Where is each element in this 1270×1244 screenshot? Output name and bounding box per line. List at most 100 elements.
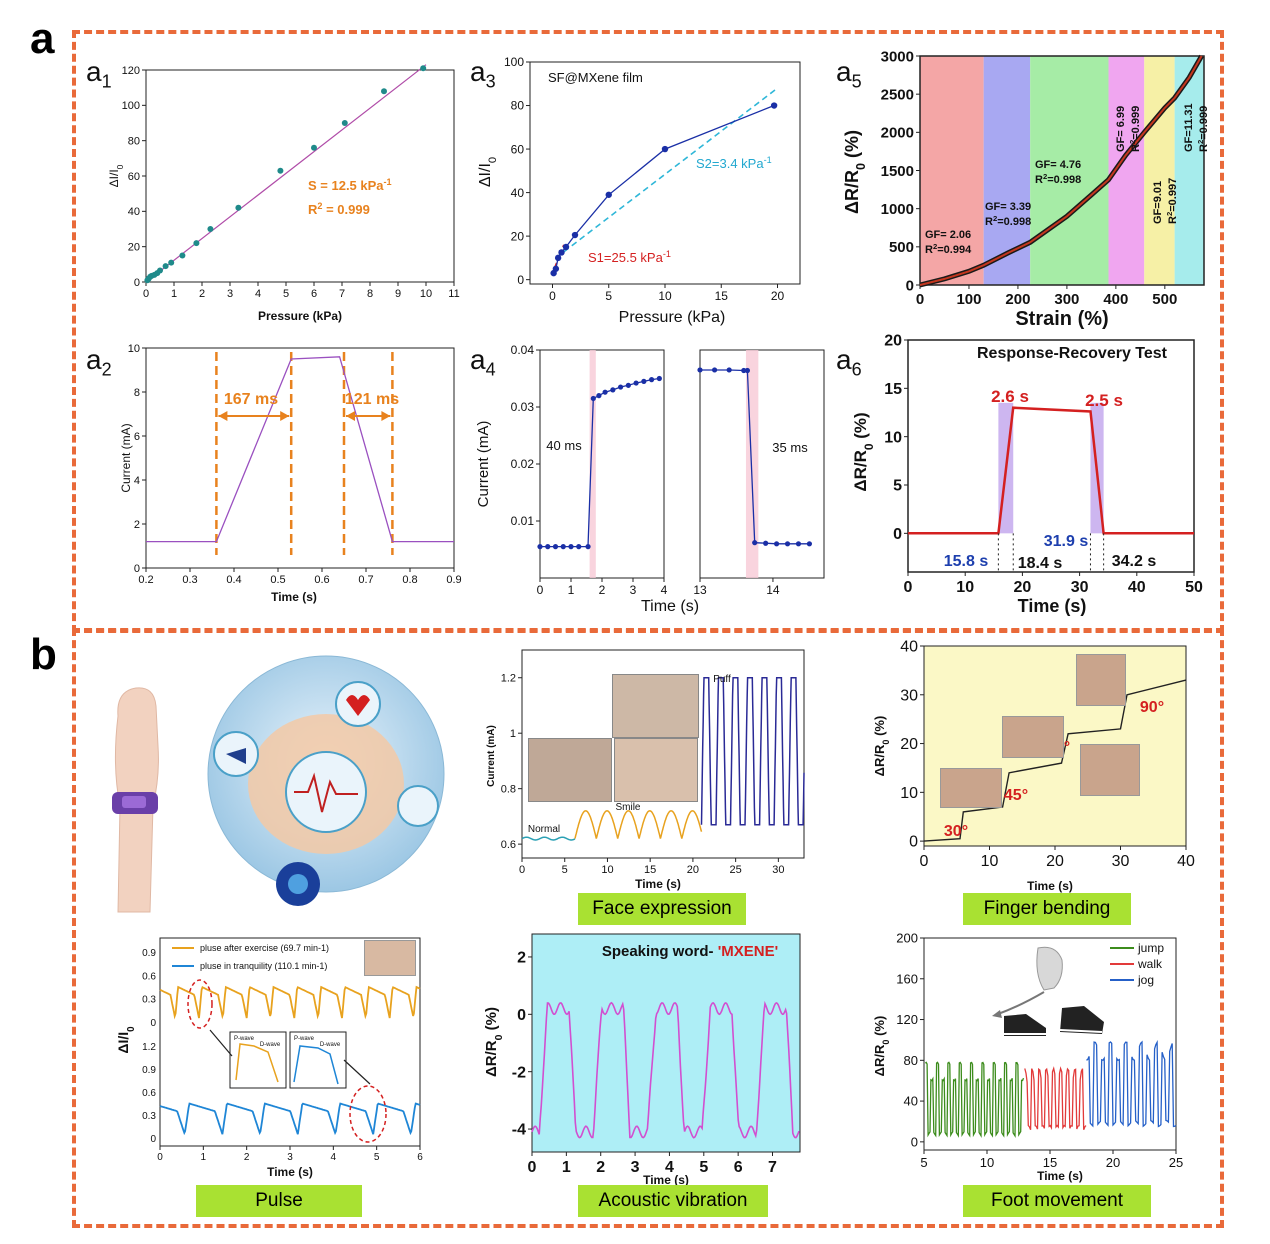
- text-part: R: [1130, 144, 1142, 152]
- data-point: [590, 395, 596, 402]
- x-tick-label: 0: [157, 1152, 163, 1163]
- text-part: R: [985, 216, 993, 228]
- sublabel-a4: a4: [470, 344, 496, 380]
- y-tick-label: 60: [128, 171, 140, 183]
- x-tick-label: 0.9: [446, 574, 461, 586]
- x-tick-label: 3: [227, 288, 233, 300]
- plot-frame: [539, 349, 665, 579]
- y-tick-label: 20: [884, 333, 902, 350]
- y-tick-label: 2000: [881, 125, 914, 142]
- data-point: [576, 544, 582, 550]
- annotation: 18.4 s: [1018, 555, 1063, 572]
- y-tick-label: 0.04: [511, 343, 535, 357]
- strain-band: [1030, 56, 1109, 285]
- annotation: S = 12.5 kPa-1: [308, 177, 392, 193]
- x-tick-label: 2: [244, 1152, 250, 1163]
- data-point: [277, 167, 284, 174]
- y-tick-label: 80: [511, 99, 525, 113]
- finger-photo-60: [1080, 744, 1140, 796]
- x-tick-label: 5: [562, 864, 568, 876]
- bending-line: [923, 679, 1187, 842]
- text-part: ΔI/I: [477, 163, 494, 187]
- tag-acoustic-vibration: Acoustic vibration: [578, 1185, 768, 1217]
- y-tick-label: 0.3: [142, 995, 156, 1006]
- y-tick-label: 0.8: [501, 784, 516, 796]
- x-tick-label: 0: [537, 583, 544, 597]
- plot-frame: [521, 649, 805, 859]
- annotation: D-wave: [260, 1042, 281, 1048]
- y-axis-label: ΔI/I0: [115, 1026, 137, 1054]
- sublabel-a6: a6: [836, 344, 862, 380]
- y-tick-label: 20: [511, 229, 525, 243]
- text-part: ΔR/R: [872, 1044, 887, 1076]
- x-tick-label: 7: [768, 1159, 777, 1176]
- x-tick-label: 0.2: [138, 574, 153, 586]
- x-tick-label: 0: [916, 291, 924, 308]
- text-part: (%): [483, 1007, 500, 1035]
- data-point: [568, 544, 574, 550]
- x-tick-label: 15: [715, 289, 729, 303]
- x-axis-label: Time (s): [643, 1173, 689, 1187]
- data-point: [744, 367, 751, 374]
- panel-b-frame: [72, 628, 1224, 1228]
- data-point: [207, 226, 214, 232]
- x-tick-label: 6: [417, 1152, 423, 1163]
- x-tick-label: 15: [1043, 1155, 1057, 1170]
- text-part: 2: [317, 201, 322, 211]
- text-part: 0: [881, 740, 891, 745]
- text-part: S2=3.4 kPa: [696, 156, 764, 171]
- x-tick-label: 0.5: [270, 574, 285, 586]
- x-tick-label: 50: [1185, 579, 1203, 596]
- highlight-ellipse: [187, 979, 213, 1029]
- data-point: [602, 389, 608, 395]
- x-tick-label: 10: [981, 853, 999, 870]
- gf-label: GF= 2.06: [925, 229, 971, 241]
- x-tick-label: 3: [287, 1152, 293, 1163]
- finger-photo-45: [1002, 716, 1064, 758]
- x-tick-label: 2: [199, 288, 205, 300]
- sublabel-a5: a5: [836, 56, 862, 92]
- panel-b-label: b: [30, 630, 57, 679]
- x-tick-label: 40: [1128, 579, 1146, 596]
- annotation: 2.5 s: [1085, 391, 1123, 410]
- legend-label: jog: [1137, 973, 1154, 987]
- y-tick-label: 0: [150, 1018, 156, 1029]
- r2-label: R2=0.998: [985, 214, 1031, 229]
- text-part: (%): [851, 412, 870, 443]
- y-tick-label: -4: [512, 1122, 526, 1139]
- text-part: 0: [854, 163, 868, 170]
- data-point: [341, 120, 348, 126]
- heart-illustration: [186, 655, 466, 914]
- gf-label: GF= 3.39: [985, 201, 1031, 213]
- text-part: 2: [1128, 140, 1137, 144]
- data-point: [545, 544, 551, 550]
- y-tick-label: 15: [884, 381, 902, 398]
- y-tick-label: 1.2: [142, 1042, 156, 1053]
- x-tick-label: 0: [528, 1159, 537, 1176]
- y-tick-label: 20: [900, 736, 918, 753]
- response-line: [908, 406, 1194, 535]
- x-tick-label: 30: [1071, 579, 1089, 596]
- y-tick-label: 500: [889, 239, 914, 256]
- data-point: [618, 384, 624, 390]
- legend-label: pluse in tranquility (110.1 min-1): [200, 961, 327, 971]
- strain-band: [920, 56, 984, 285]
- text-part: =0.999: [1198, 106, 1210, 140]
- y-tick-label: 0.02: [511, 457, 535, 471]
- data-point: [726, 367, 732, 373]
- text-part: Current (mA): [475, 421, 492, 508]
- x-tick-label: 10: [601, 864, 613, 876]
- y-tick-label: 0: [134, 277, 140, 289]
- y-tick-label: 160: [896, 971, 918, 986]
- data-point: [784, 541, 791, 547]
- jump-line: [924, 1061, 1025, 1138]
- y-tick-label: 1.2: [501, 673, 516, 685]
- y-tick-label: 2: [134, 519, 140, 531]
- strain-band: [1144, 56, 1175, 285]
- data-point: [179, 252, 186, 259]
- data-point: [773, 541, 780, 547]
- y-tick-label: 40: [128, 206, 140, 218]
- plot-frame: [531, 933, 801, 1153]
- y-tick-label: 80: [128, 136, 140, 148]
- x-tick-label: 0.8: [402, 574, 417, 586]
